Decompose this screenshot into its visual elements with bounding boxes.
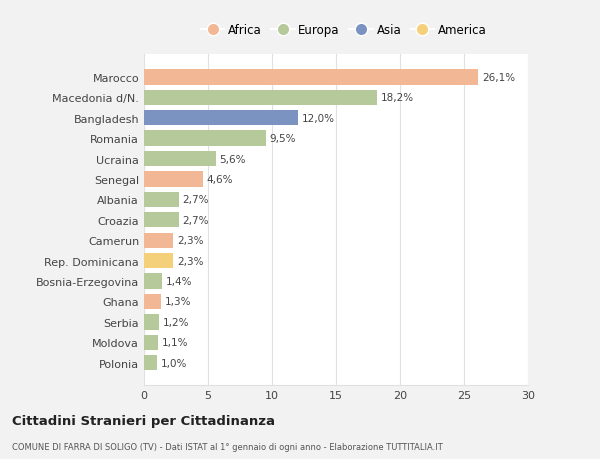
Text: 1,3%: 1,3% [164,297,191,307]
Bar [144,233,173,248]
Bar [144,213,179,228]
Text: 1,1%: 1,1% [162,337,188,347]
Text: 1,4%: 1,4% [166,276,192,286]
Text: 12,0%: 12,0% [301,113,334,123]
Text: 2,3%: 2,3% [177,256,204,266]
Text: 2,3%: 2,3% [177,236,204,246]
Text: 5,6%: 5,6% [220,154,246,164]
Bar [144,335,158,350]
Bar [144,70,478,85]
Text: 9,5%: 9,5% [269,134,296,144]
Bar [144,355,157,370]
Bar [144,111,298,126]
Text: 1,2%: 1,2% [163,317,190,327]
Bar [144,192,179,207]
Bar [144,253,173,269]
Bar [144,131,266,146]
Bar [144,90,377,106]
Text: 2,7%: 2,7% [182,215,209,225]
Text: 4,6%: 4,6% [207,174,233,185]
Bar [144,151,215,167]
Text: COMUNE DI FARRA DI SOLIGO (TV) - Dati ISTAT al 1° gennaio di ogni anno - Elabora: COMUNE DI FARRA DI SOLIGO (TV) - Dati IS… [12,442,443,451]
Text: Cittadini Stranieri per Cittadinanza: Cittadini Stranieri per Cittadinanza [12,414,275,428]
Bar [144,274,162,289]
Bar [144,294,161,309]
Text: 1,0%: 1,0% [161,358,187,368]
Text: 18,2%: 18,2% [381,93,414,103]
Bar [144,172,203,187]
Text: 2,7%: 2,7% [182,195,209,205]
Text: 26,1%: 26,1% [482,73,515,83]
Legend: Africa, Europa, Asia, America: Africa, Europa, Asia, America [199,21,489,39]
Bar [144,314,160,330]
